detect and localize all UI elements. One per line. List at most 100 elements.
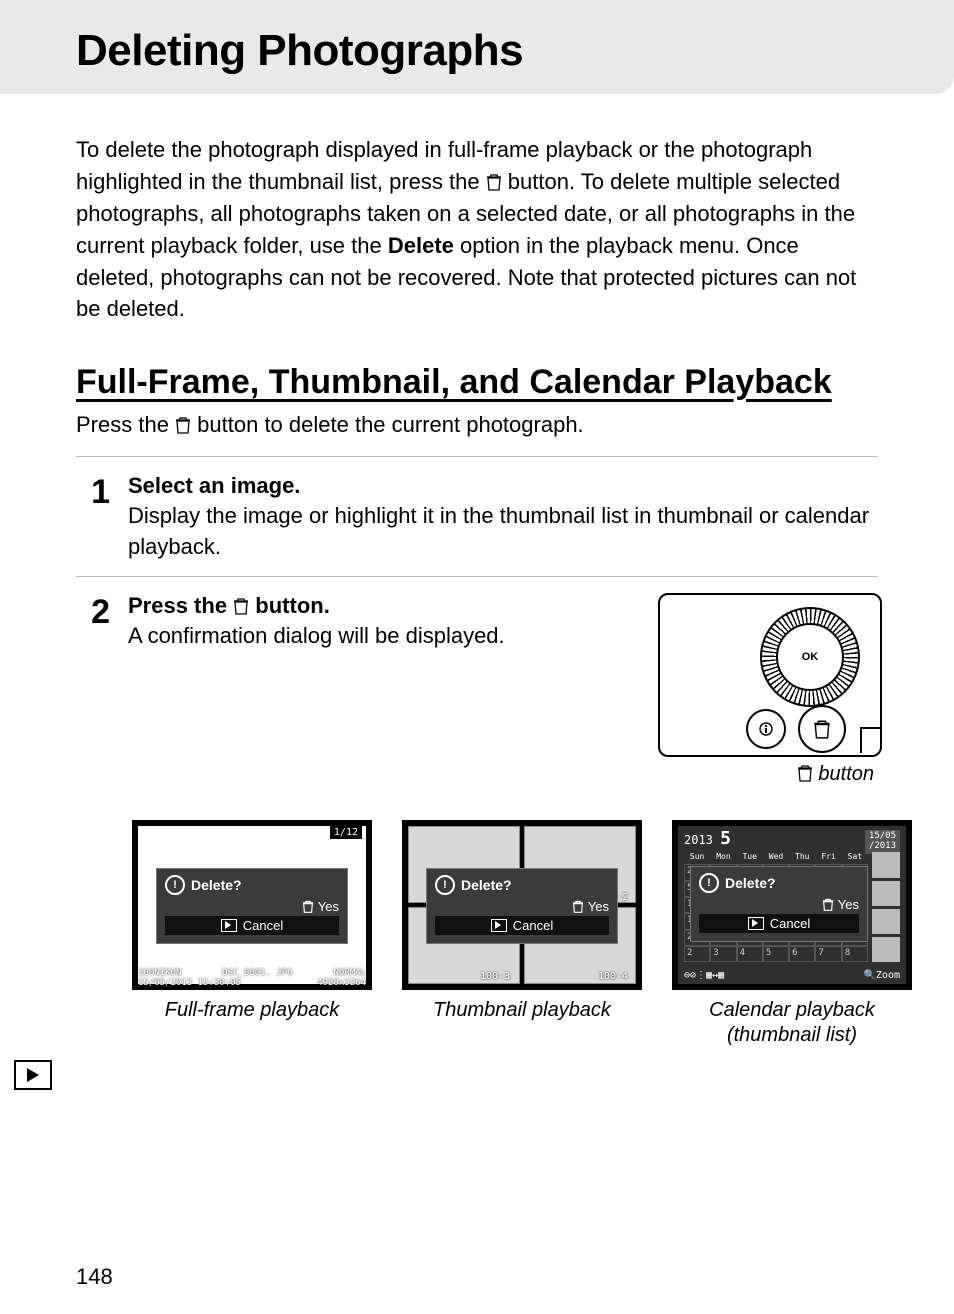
fullframe-col: 1/12 ! Delete? Yes Cancel 100NIKON DSC_00…	[132, 820, 372, 1048]
dialog-question: Delete?	[191, 877, 242, 893]
calendar-caption-1: Calendar playback	[672, 998, 912, 1023]
cal-cell: 2	[684, 946, 710, 962]
camera-caption-text: button	[813, 763, 874, 785]
playback-icon	[491, 919, 507, 932]
playback-margin-icon	[14, 1060, 52, 1090]
cal-day: Mon	[710, 852, 736, 861]
ff-info-folder: 100NIKON	[138, 969, 181, 979]
camera-illustration: OK button	[658, 593, 878, 786]
step-2: 2 Press the button. A confirmation dialo…	[76, 593, 878, 786]
cal-cell: 6	[789, 946, 815, 962]
playback-icon	[221, 919, 237, 932]
fullframe-caption: Full-frame playback	[132, 998, 372, 1023]
cal-day-headers: SunMonTueWedThuFriSat	[684, 852, 868, 861]
warning-icon: !	[165, 875, 185, 895]
step-1: 1 Select an image. Display the image or …	[76, 473, 878, 563]
step-1-number: 1	[76, 473, 110, 563]
camera-caption: button	[658, 763, 878, 786]
screenshots-row: 1/12 ! Delete? Yes Cancel 100NIKON DSC_00…	[132, 820, 878, 1048]
divider	[76, 456, 878, 457]
callout-line	[860, 727, 862, 753]
dialog-cancel: Cancel	[513, 918, 553, 933]
section-desc-b: button to delete the current photograph.	[191, 412, 584, 437]
cal-footer: ⊖⊘⋮▦↔▦ 🔍Zoom	[684, 970, 900, 981]
dialog-question: Delete?	[725, 875, 776, 891]
thumbnail-caption: Thumbnail playback	[402, 998, 642, 1023]
trash-icon	[302, 900, 314, 913]
cal-day: Wed	[763, 852, 789, 861]
title-band: Deleting Photographs	[0, 0, 954, 94]
step-2-title-b: button.	[249, 593, 330, 618]
warning-icon: !	[435, 875, 455, 895]
step-1-body: Display the image or highlight it in the…	[128, 501, 878, 563]
step-1-title: Select an image.	[128, 473, 878, 499]
fullframe-shot: 1/12 ! Delete? Yes Cancel 100NIKON DSC_00…	[132, 820, 372, 990]
cal-cell: 4	[737, 946, 763, 962]
dialog-yes: Yes	[838, 897, 859, 912]
calendar-shot: 2013 5 15/05 /2013 SunMonTueWedThuFriSat…	[672, 820, 912, 990]
playback-icon	[748, 917, 764, 930]
thumbnail-col: 100-2 100-3 100-4 !Delete? Yes Cancel Th…	[402, 820, 642, 1048]
ff-info-file: DSC_0001. JPG	[222, 969, 292, 979]
ff-info-res: 4928x3264	[317, 979, 366, 989]
trash-icon	[486, 173, 502, 191]
thumb-label: 100-3	[480, 971, 510, 982]
delete-dialog: ! Delete? Yes Cancel	[156, 868, 348, 944]
trash-icon	[822, 898, 834, 911]
dialog-yes: Yes	[318, 899, 339, 914]
dialog-cancel: Cancel	[243, 918, 283, 933]
cal-header: 2013 5	[684, 828, 731, 849]
trash-icon	[797, 764, 813, 782]
divider	[76, 576, 878, 577]
delete-dialog: !Delete? Yes Cancel	[690, 866, 868, 942]
dialog-question: Delete?	[461, 877, 512, 893]
section-heading: Full-Frame, Thumbnail, and Calendar Play…	[76, 361, 878, 404]
cal-date-bot: /2013	[869, 842, 896, 852]
trash-icon	[572, 900, 584, 913]
cal-day: Thu	[789, 852, 815, 861]
warning-icon: !	[699, 873, 719, 893]
intro-paragraph: To delete the photograph displayed in fu…	[76, 134, 878, 325]
step-2-number: 2	[76, 593, 110, 786]
step-2-title: Press the button.	[128, 593, 634, 619]
intro-delete-word: Delete	[388, 233, 454, 258]
cal-cell: 8	[842, 946, 868, 962]
magnify-icon: 🔍	[863, 970, 875, 981]
delete-dialog: ! Delete? Yes Cancel	[426, 868, 618, 944]
info-button-icon	[746, 709, 786, 749]
cal-cell: 3	[710, 946, 736, 962]
callout-line	[860, 727, 882, 729]
cal-thumb-strip	[872, 852, 900, 962]
ff-info-datetime: 15/05/2013 15:30:05	[138, 979, 241, 989]
trash-icon	[233, 597, 249, 615]
dialog-yes: Yes	[588, 899, 609, 914]
thumb-label: 100-4	[598, 971, 628, 982]
calendar-col: 2013 5 15/05 /2013 SunMonTueWedThuFriSat…	[672, 820, 912, 1048]
thumbnail-shot: 100-2 100-3 100-4 !Delete? Yes Cancel	[402, 820, 642, 990]
cal-foot-left-icon: ⊖⊘⋮▦↔▦	[684, 970, 724, 981]
trash-button-icon	[798, 705, 846, 753]
cal-month: 5	[720, 828, 731, 849]
cal-cell: 7	[815, 946, 841, 962]
page-number: 148	[76, 1264, 113, 1290]
step-2-body: A confirmation dialog will be displayed.	[128, 621, 634, 652]
cal-year: 2013	[684, 833, 713, 847]
cal-cell: 5	[763, 946, 789, 962]
section-desc-a: Press the	[76, 412, 175, 437]
ok-dial: OK	[760, 607, 860, 707]
cal-day: Sun	[684, 852, 710, 861]
page-title: Deleting Photographs	[76, 26, 954, 76]
ff-info-quality: NORMAL	[333, 969, 366, 979]
cal-zoom: Zoom	[876, 970, 900, 981]
step-2-title-a: Press the	[128, 593, 233, 618]
trash-icon	[175, 416, 191, 434]
fullframe-counter: 1/12	[330, 826, 362, 839]
cal-day: Tue	[737, 852, 763, 861]
cal-day: Fri	[815, 852, 841, 861]
cal-current-date: 15/05 /2013	[865, 830, 900, 854]
calendar-caption-2: (thumbnail list)	[672, 1023, 912, 1048]
ok-label: OK	[776, 623, 844, 691]
section-desc: Press the button to delete the current p…	[76, 412, 878, 438]
calendar-caption: Calendar playback (thumbnail list)	[672, 998, 912, 1048]
cal-day: Sat	[842, 852, 868, 861]
